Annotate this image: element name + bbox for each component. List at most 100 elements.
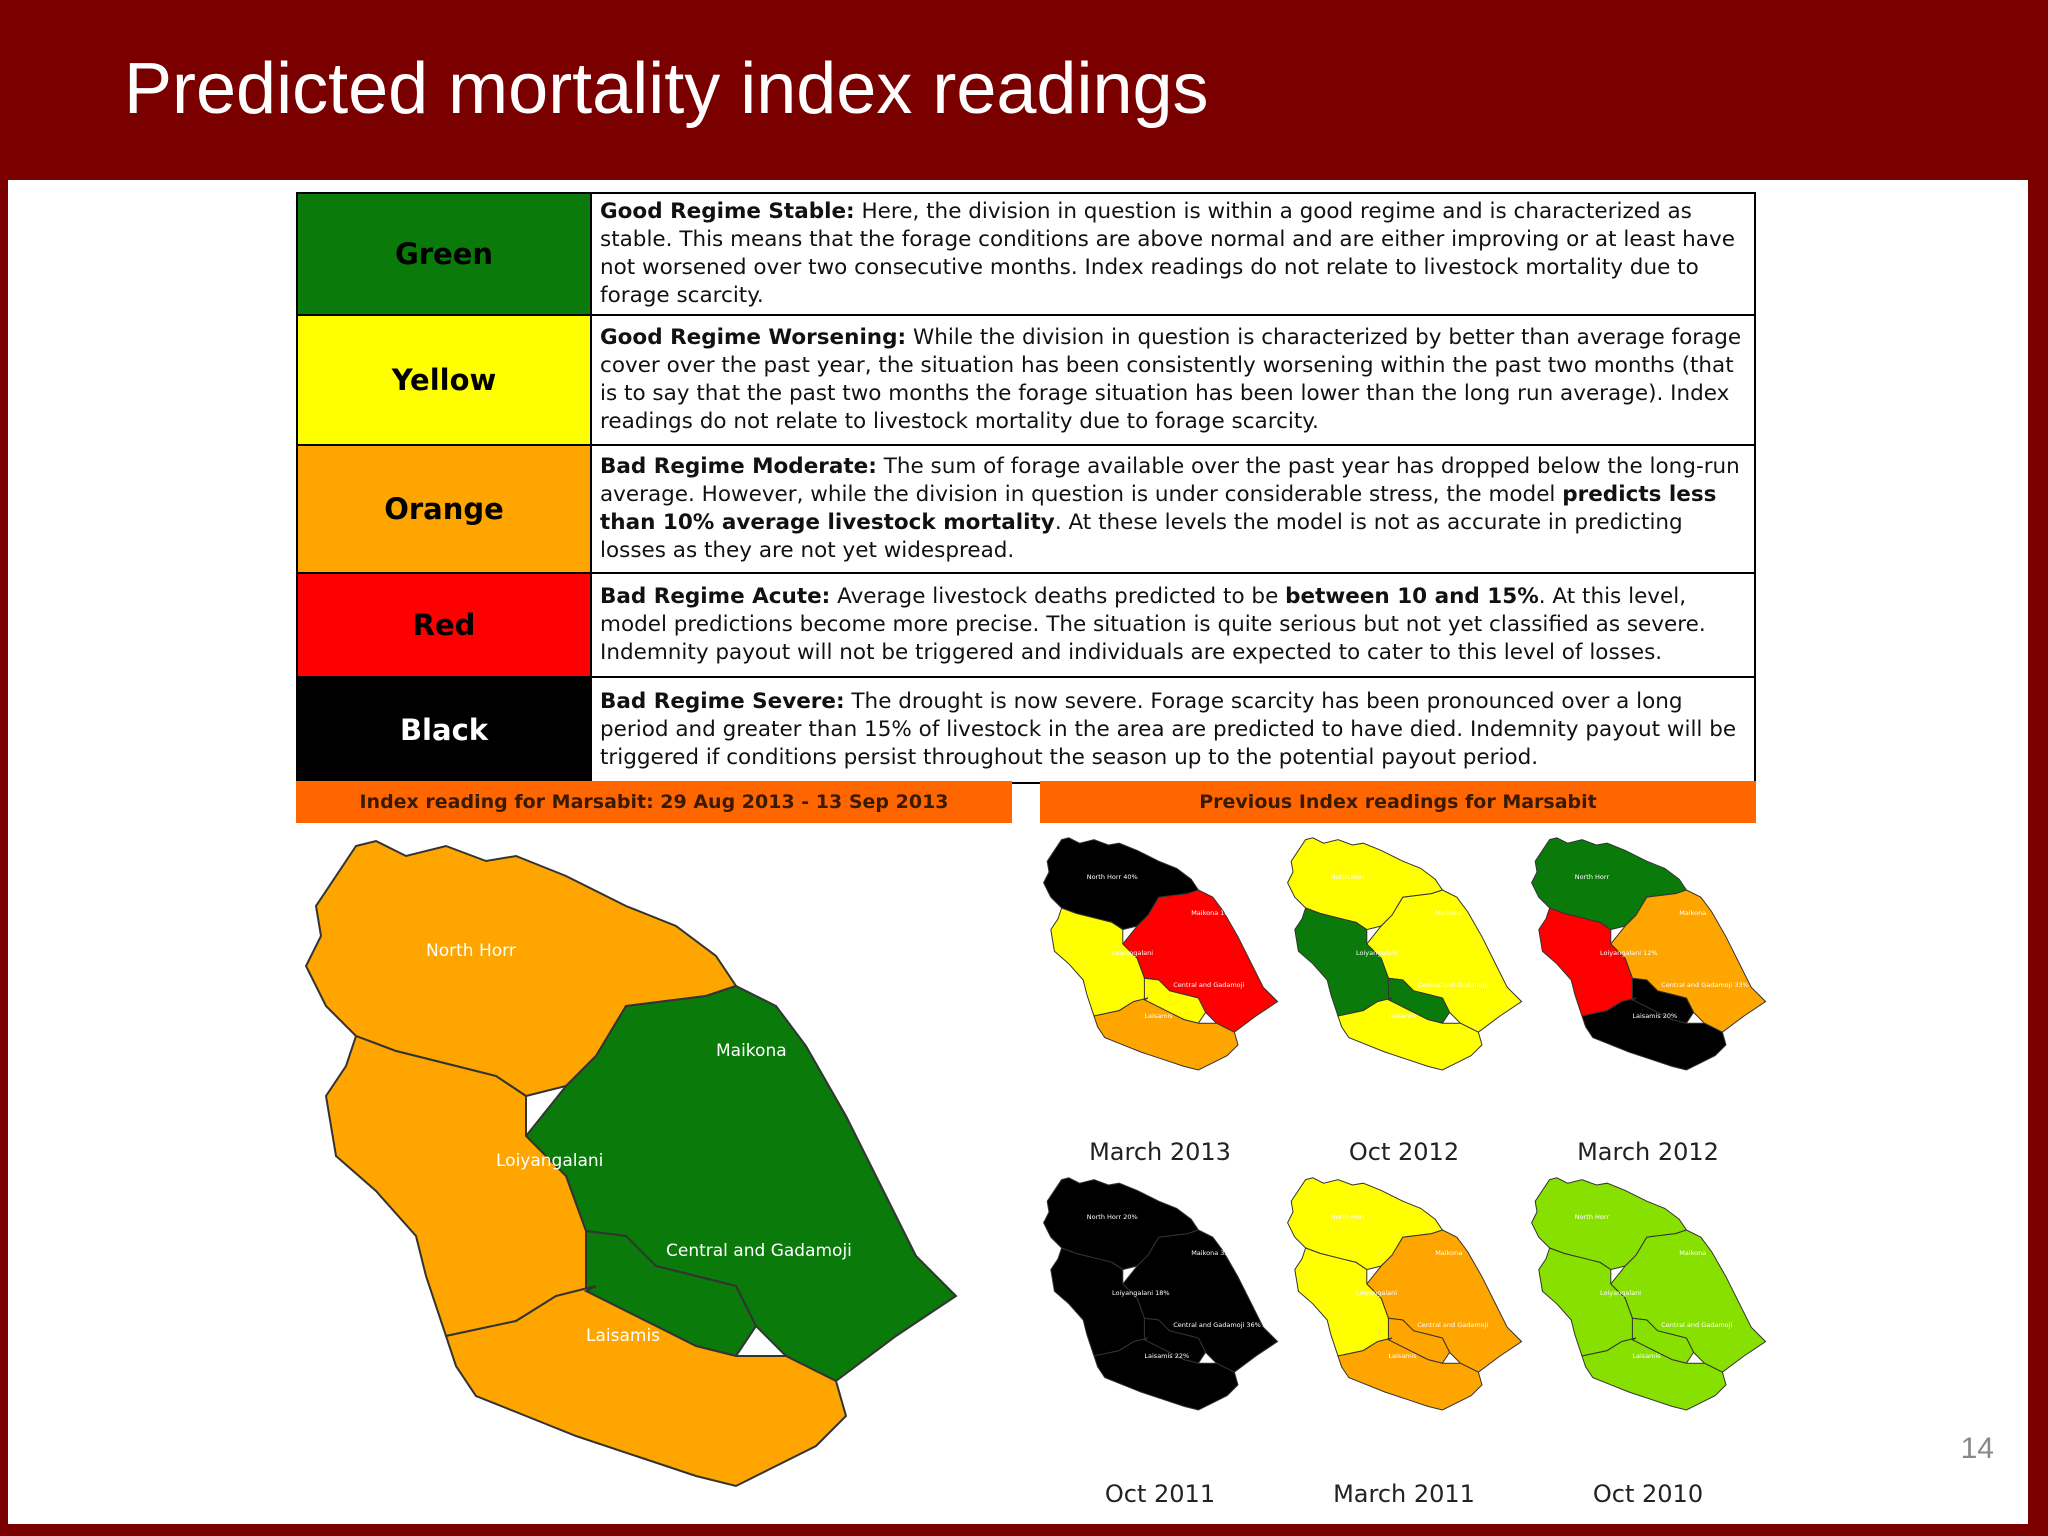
legend-title: Good Regime Stable:: [600, 199, 855, 224]
map-labels: North Horr Maikona Loiyangalani Central and…: [426, 941, 852, 1346]
map-label-maikona: Maikona: [1435, 1249, 1462, 1257]
map-label-maikona: Maikona 33%: [1191, 1249, 1235, 1257]
map-region-laisamis: [1093, 1337, 1239, 1411]
legend-emphasis: between 10 and 15%: [1285, 584, 1539, 609]
map-regions: [1287, 837, 1523, 1071]
map-label-laisamis: Laisamis: [1388, 1352, 1417, 1360]
map-label-north-horr: North Horr 20%: [1087, 1213, 1138, 1221]
legend-label: Yellow: [391, 363, 497, 397]
map-label-loiyangalani: Loiyangalani: [1600, 1289, 1641, 1297]
map-labels: North Horr 20% Maikona 33% Loiyangalani 18…: [1087, 1213, 1261, 1360]
index-legend-table: Green Good Regime Stable: Here, the divi…: [296, 192, 1756, 784]
previous-map-4: North Horr 20% Maikona 33% Loiyangalani 18…: [1043, 1177, 1279, 1411]
legend-row: Green Good Regime Stable: Here, the divi…: [296, 192, 1756, 316]
legend-text: The sum of forage available over the pas…: [600, 454, 1740, 507]
map-labels: North Horr Maikona Loiyangalani 12% Central…: [1575, 873, 1749, 1020]
legend-swatch-red: Red: [296, 572, 592, 678]
legend-description: Good Regime Stable: Here, the division i…: [590, 192, 1756, 316]
map-label-laisamis: Laisamis 22%: [1144, 1352, 1189, 1360]
legend-row: Orange Bad Regime Moderate: The sum of f…: [296, 444, 1756, 574]
map-regions: [304, 839, 958, 1488]
map-label-central: Central and Gadamoji 36%: [1173, 1321, 1261, 1329]
map-region-laisamis: [1337, 1337, 1483, 1411]
map-label-maikona: Maikona: [1679, 1249, 1706, 1257]
map-label-maikona: Maikona: [716, 1041, 787, 1061]
map-label-laisamis: Laisamis: [586, 1326, 660, 1346]
map-label-north-horr: North Horr 40%: [1087, 873, 1138, 881]
legend-description: Bad Regime Acute: Average livestock deat…: [590, 572, 1756, 678]
previous-map-caption: Oct 2010: [1592, 1480, 1704, 1508]
map-label-north-horr: North Horr: [426, 941, 516, 961]
legend-title: Good Regime Worsening:: [600, 325, 907, 350]
legend-title: Bad Regime Moderate:: [600, 454, 877, 479]
slide-title: Predicted mortality index readings: [124, 49, 1209, 129]
legend-label: Black: [399, 713, 489, 747]
previous-map-3: North Horr Maikona Loiyangalani 12% Central…: [1531, 837, 1767, 1071]
map-label-laisamis: Laisamis: [1144, 1012, 1173, 1020]
banner-text: Index reading for Marsabit: 29 Aug 2013 …: [359, 791, 949, 813]
page-number: 14: [1960, 1432, 1994, 1465]
previous-map-6: North Horr Maikona Loiyangalani Central and…: [1531, 1177, 1767, 1411]
previous-map-caption: Oct 2012: [1348, 1138, 1460, 1166]
map-region-laisamis: [1337, 997, 1483, 1071]
map-regions: [1531, 1177, 1767, 1411]
legend-swatch-orange: Orange: [296, 444, 592, 574]
legend-text: While the division in question is charac…: [600, 325, 1742, 434]
legend-swatch-green: Green: [296, 192, 592, 316]
previous-map-caption: March 2013: [1089, 1138, 1231, 1166]
map-label-north-horr: North Horr: [1331, 873, 1366, 881]
legend-title: Bad Regime Severe:: [600, 689, 845, 714]
map-labels: North Horr Maikona Loiyangalani Central and…: [1575, 1213, 1733, 1360]
legend-swatch-yellow: Yellow: [296, 314, 592, 446]
map-labels: North Horr Maikona Loiyangalani Central and…: [1331, 1213, 1489, 1360]
current-marsabit-map: North Horr Maikona Loiyangalani Central and…: [304, 839, 958, 1488]
legend-row: Red Bad Regime Acute: Average livestock …: [296, 572, 1756, 678]
map-label-central: Central and Gadamoji: [1661, 1321, 1732, 1329]
map-labels: North Horr 40% Maikona 10% Loiyangalani Cen…: [1087, 873, 1245, 1020]
map-region-laisamis: [444, 1285, 848, 1488]
map-region-laisamis: [1581, 1337, 1727, 1411]
legend-description: Bad Regime Moderate: The sum of forage a…: [590, 444, 1756, 574]
map-label-maikona: Maikona 10%: [1191, 909, 1235, 917]
legend-title: Bad Regime Acute:: [600, 584, 831, 609]
map-label-north-horr: North Horr: [1575, 873, 1610, 881]
map-label-maikona: Maikona: [1435, 909, 1462, 917]
map-label-laisamis: Laisamis: [1632, 1352, 1661, 1360]
legend-text: . At this level, model predictions becom…: [600, 584, 1706, 665]
map-label-central: Central and Gadamoji: [1417, 1321, 1488, 1329]
map-label-loiyangalani: Loiyangalani: [1112, 949, 1153, 957]
map-region-laisamis: [1581, 997, 1727, 1071]
legend-label: Green: [394, 237, 494, 271]
map-label-laisamis: Laisamis 20%: [1632, 1012, 1677, 1020]
legend-row: Black Bad Regime Severe: The drought is …: [296, 676, 1756, 784]
map-regions: [1287, 1177, 1523, 1411]
previous-map-caption: March 2012: [1577, 1138, 1719, 1166]
map-label-loiyangalani: Loiyangalani: [496, 1151, 603, 1171]
legend-text: Average livestock deaths predicted to be: [830, 584, 1286, 609]
map-region-laisamis: [1093, 997, 1239, 1071]
map-label-loiyangalani: Loiyangalani 18%: [1112, 1289, 1170, 1297]
legend-text: The drought is now severe. Forage scarci…: [600, 689, 1737, 770]
current-index-banner: Index reading for Marsabit: 29 Aug 2013 …: [296, 781, 1012, 823]
map-label-central: Central and Gadamoji: [1173, 981, 1244, 989]
legend-text: . At these levels the model is not as ac…: [600, 510, 1683, 563]
map-label-maikona: Maikona: [1679, 909, 1706, 917]
previous-map-caption: Oct 2011: [1104, 1480, 1216, 1508]
banner-text: Previous Index readings for Marsabit: [1199, 791, 1597, 813]
map-label-central: Central and Gadamoji: [1417, 981, 1488, 989]
map-label-laisamis: Laisamis: [1388, 1012, 1417, 1020]
previous-map-1: North Horr 40% Maikona 10% Loiyangalani Cen…: [1043, 837, 1279, 1071]
map-regions: [1531, 837, 1767, 1071]
previous-map-2: North Horr Maikona Loiyangalani Central and…: [1287, 837, 1523, 1071]
legend-description: Good Regime Worsening: While the divisio…: [590, 314, 1756, 446]
legend-label: Red: [412, 608, 476, 642]
legend-emphasis: predicts less than 10% average livestock…: [600, 482, 1717, 535]
legend-label: Orange: [384, 492, 504, 526]
map-label-central: Central and Gadamoji: [666, 1241, 852, 1261]
legend-text: Here, the division in question is within…: [600, 199, 1735, 308]
legend-row: Yellow Good Regime Worsening: While the …: [296, 314, 1756, 446]
previous-map-5: North Horr Maikona Loiyangalani Central and…: [1287, 1177, 1523, 1411]
map-label-central: Central and Gadamoji 33%: [1661, 981, 1749, 989]
legend-swatch-black: Black: [296, 676, 592, 784]
map-label-loiyangalani: Loiyangalani: [1356, 1289, 1397, 1297]
